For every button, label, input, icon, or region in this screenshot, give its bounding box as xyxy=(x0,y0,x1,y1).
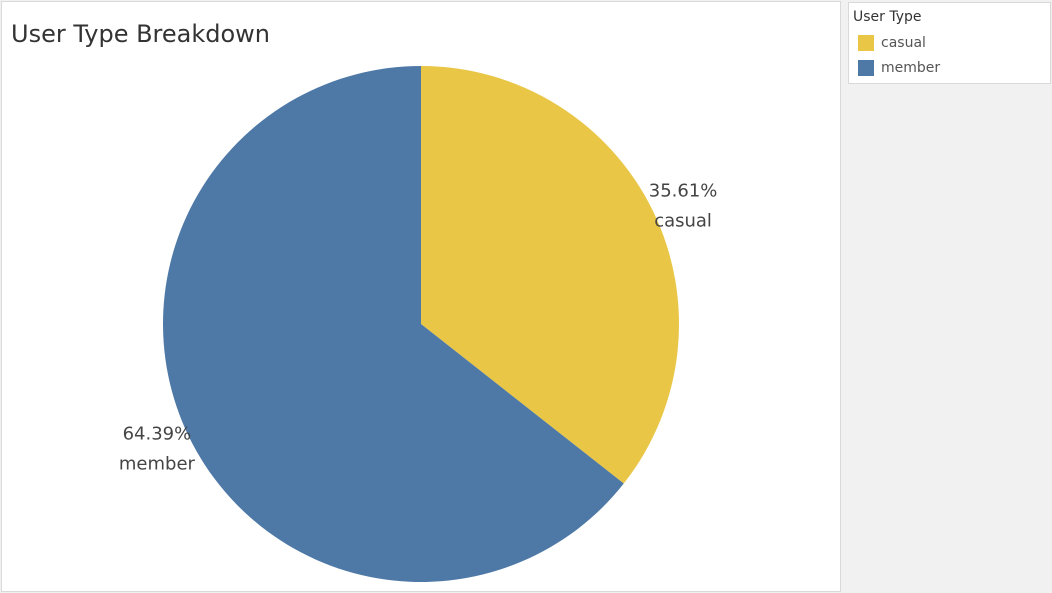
pie-chart: 35.61% casual 64.39% member xyxy=(119,66,718,582)
chart-panel: User Type Breakdown 35.61% casual 64.39% me… xyxy=(1,1,841,592)
legend-label-member: member xyxy=(881,60,941,76)
slice-category-label-casual: casual xyxy=(654,211,712,232)
legend-item-member[interactable]: member xyxy=(858,59,940,77)
legend-swatch-casual xyxy=(858,35,874,51)
slice-value-label-member: 64.39% xyxy=(123,423,192,444)
pie-slice-casual[interactable] xyxy=(421,66,679,484)
slice-value-label-casual: 35.61% xyxy=(649,181,718,202)
legend-label-casual: casual xyxy=(881,35,926,51)
pie-slice-member[interactable] xyxy=(162,66,624,582)
legend-swatch-member xyxy=(858,60,874,76)
legend-title: User Type xyxy=(853,9,922,25)
legend: User Type casual member xyxy=(848,2,1051,84)
legend-item-casual[interactable]: casual xyxy=(858,34,926,52)
chart-title: User Type Breakdown xyxy=(11,20,271,48)
slice-category-label-member: member xyxy=(119,453,196,474)
